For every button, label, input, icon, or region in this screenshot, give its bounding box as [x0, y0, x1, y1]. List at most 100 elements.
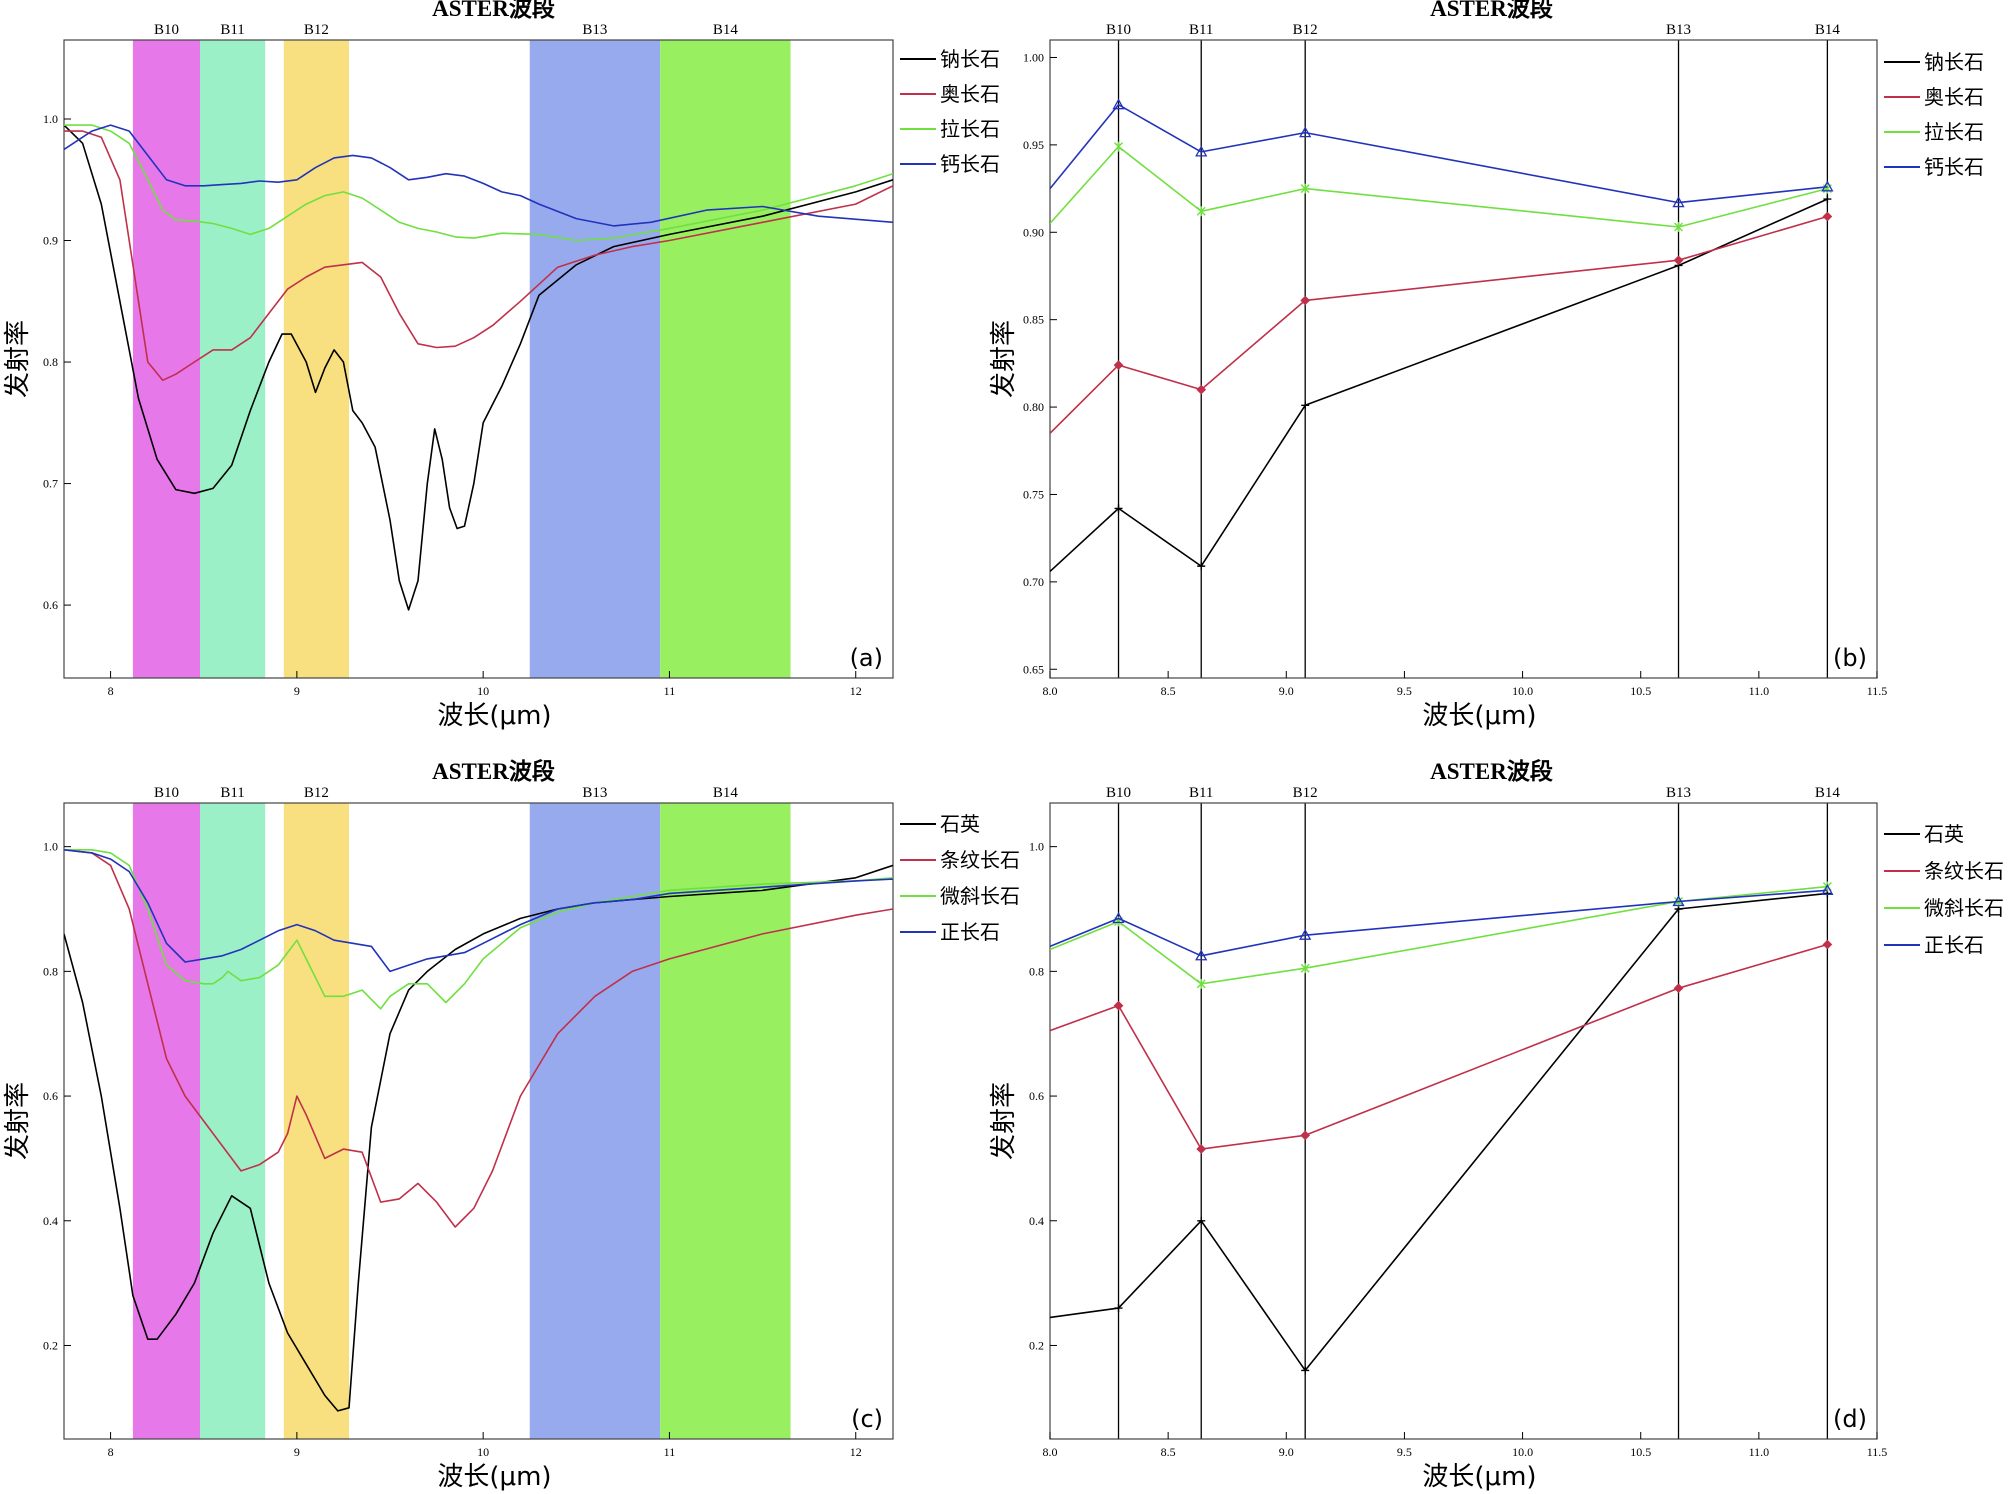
y-tick-label: 1.0 — [43, 840, 58, 854]
x-tick-label: 11.5 — [1867, 684, 1888, 698]
data-point-marker — [1114, 1304, 1123, 1313]
band-b10-label: B10 — [1106, 22, 1131, 38]
band-b14-region — [660, 803, 791, 1439]
band-b10-label: B10 — [154, 785, 179, 801]
band-b13-region — [529, 40, 661, 678]
plot-frame — [1049, 802, 1878, 1440]
band-b12-region — [283, 803, 350, 1439]
plot-frame — [63, 802, 894, 1440]
data-point-marker — [1672, 895, 1685, 907]
x-axis-label: 波长(μm) — [1422, 1462, 1536, 1492]
series-line-2 — [64, 130, 893, 382]
series-line-1 — [1050, 892, 1828, 1372]
band-b10-label: B10 — [1106, 785, 1131, 801]
x-axis-label: 波长(μm) — [437, 1462, 551, 1492]
panel-b: B10 B11 B12 B13 B14 ASTER波段 8.0 8.5 9.0 9.5 10.0 10… — [989, 0, 1984, 731]
band-b12-label: B12 — [1293, 22, 1318, 38]
data-point-marker — [1196, 206, 1206, 217]
band-b13-label: B13 — [582, 22, 607, 38]
data-point-marker — [1195, 145, 1208, 157]
x-tick-label: 8.5 — [1161, 684, 1176, 698]
data-point-marker — [1299, 928, 1312, 940]
y-tick-label: 0.8 — [43, 355, 58, 369]
x-tick-label: 9.5 — [1397, 684, 1412, 698]
plot-frame — [1049, 39, 1878, 679]
legend-label: 石英 — [1924, 822, 1964, 846]
legend-label: 奥长石 — [1924, 85, 1984, 109]
x-tick-label: 11.5 — [1867, 1445, 1888, 1459]
band-b11-region — [199, 40, 266, 678]
series-line-4 — [1050, 889, 1828, 957]
band-b13-label: B13 — [582, 785, 607, 801]
y-tick-label: 0.2 — [1029, 1338, 1044, 1352]
x-tick-label: 8 — [108, 684, 114, 698]
y-tick-label: 0.2 — [43, 1338, 58, 1352]
legend-label: 钙长石 — [1924, 155, 1984, 179]
band-b11-label: B11 — [1189, 22, 1213, 38]
y-tick-label: 0.9 — [43, 234, 58, 248]
data-point-marker — [1821, 180, 1834, 192]
legend-label: 拉长石 — [1924, 120, 1984, 144]
legend-label: 石英 — [940, 812, 980, 836]
panel-c: B10 B11 B12 B13 B14 ASTER波段 8 9 10 11 12 0.2 0.4 0.6 0… — [3, 758, 1020, 1492]
x-tick-label: 9.0 — [1279, 684, 1294, 698]
x-tick-label: 8.0 — [1043, 1445, 1058, 1459]
band-b10-region — [132, 40, 200, 678]
y-tick-label: 0.95 — [1023, 138, 1044, 152]
legend-label: 微斜长石 — [1924, 896, 2004, 920]
band-b12-label: B12 — [304, 785, 329, 801]
y-tick-label: 0.85 — [1023, 313, 1044, 327]
y-tick-label: 0.75 — [1023, 487, 1044, 501]
data-point-marker — [1299, 126, 1312, 138]
chart-top-title: ASTER波段 — [432, 758, 555, 784]
x-tick-label: 11.0 — [1749, 684, 1770, 698]
y-axis-label: 发射率 — [3, 320, 33, 398]
series-line-3 — [64, 124, 893, 242]
y-tick-label: 0.4 — [1029, 1214, 1044, 1228]
data-point-marker — [1300, 1130, 1311, 1141]
series-line-4 — [64, 849, 893, 973]
data-point-marker — [1113, 360, 1124, 370]
x-tick-label: 10.5 — [1630, 684, 1651, 698]
data-point-marker — [1300, 295, 1311, 306]
x-tick-label: 11 — [664, 684, 676, 698]
x-tick-label: 9 — [294, 684, 300, 698]
x-tick-label: 11 — [664, 1445, 676, 1459]
series-line-4 — [64, 124, 893, 227]
data-point-marker — [1301, 1366, 1310, 1375]
band-b11-label: B11 — [220, 785, 244, 801]
x-tick-label: 10 — [477, 1445, 489, 1459]
x-tick-label: 12 — [850, 684, 862, 698]
x-axis-label: 波长(μm) — [437, 701, 551, 731]
series-line-2 — [1050, 943, 1828, 1150]
legend-label: 条纹长石 — [940, 848, 1020, 872]
panel-d: B10 B11 B12 B13 B14 ASTER波段 8.0 8.5 9.0 9.5 10.0 10… — [989, 758, 2004, 1492]
data-point-marker — [1112, 98, 1125, 110]
legend-label: 奥长石 — [940, 82, 1000, 106]
data-point-marker — [1197, 562, 1206, 571]
y-tick-label: 0.90 — [1023, 225, 1044, 239]
plot-frame — [63, 39, 894, 679]
legend-label: 钠长石 — [940, 47, 1000, 71]
legend-label: 微斜长石 — [940, 884, 1020, 908]
y-tick-label: 0.80 — [1023, 400, 1044, 414]
data-point-marker — [1301, 401, 1310, 410]
data-point-marker — [1196, 1144, 1207, 1154]
y-tick-label: 0.6 — [43, 598, 58, 612]
x-tick-label: 10.0 — [1512, 1445, 1533, 1459]
data-point-marker — [1823, 195, 1832, 204]
band-b14-label: B14 — [713, 785, 739, 801]
x-tick-label: 9.5 — [1397, 1445, 1412, 1459]
y-tick-label: 0.7 — [43, 477, 58, 491]
data-point-marker — [1672, 196, 1685, 208]
x-tick-label: 10 — [477, 684, 489, 698]
x-tick-label: 9 — [294, 1445, 300, 1459]
x-tick-label: 10.0 — [1512, 684, 1533, 698]
data-point-marker — [1673, 255, 1684, 266]
series-line-4 — [1050, 103, 1828, 204]
band-b10-label: B10 — [154, 22, 179, 38]
data-point-marker — [1822, 939, 1833, 950]
panel-letter: (b) — [1833, 644, 1867, 672]
band-b14-label: B14 — [1815, 22, 1841, 38]
data-point-marker — [1196, 978, 1206, 989]
